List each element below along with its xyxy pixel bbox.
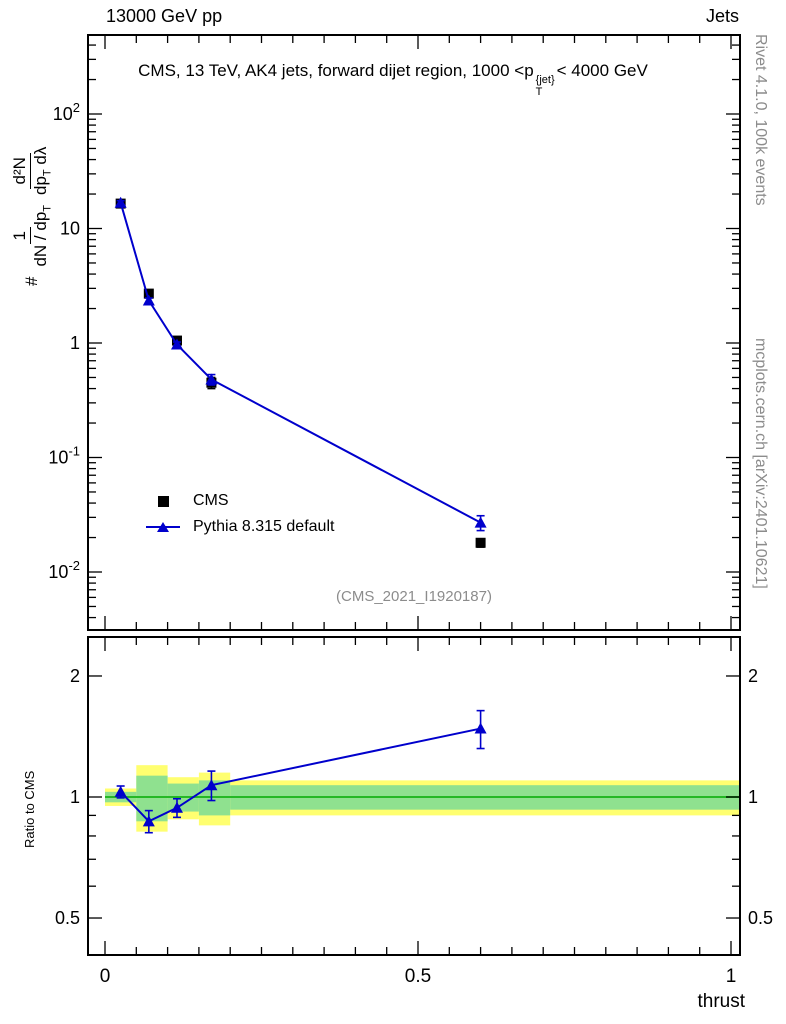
main-ytick-label: 102 <box>53 100 80 124</box>
main-ytick-label: 1 <box>70 333 80 353</box>
rivet-version-note: Rivet 4.1.0, 100k events <box>752 34 769 206</box>
ratio-axis-label: Ratio to CMS <box>22 770 37 848</box>
pythia-8-315-default-marker <box>170 801 183 813</box>
ratio-ytick-label: 2 <box>748 666 758 686</box>
pythia-8-315-default-marker <box>114 785 127 797</box>
pythia-8-315-default-marker <box>205 779 218 791</box>
main-ytick-label: 10 <box>60 219 80 239</box>
y-axis-fraction-1: 1 dN / dpT <box>10 204 53 267</box>
cms-square-marker-icon <box>157 495 169 507</box>
pt-jet-symbol: {jet} T <box>535 74 555 98</box>
ratio-ytick-label: 1 <box>748 787 758 807</box>
legend-item-pythia: Pythia 8.315 default <box>146 518 335 535</box>
cms-marker <box>143 288 154 299</box>
ratio-frame <box>87 636 741 956</box>
pythia-8-315-default-marker <box>170 338 183 350</box>
pythia-8-315-default-marker <box>142 294 155 306</box>
ratio-ytick-label: 2 <box>70 666 80 686</box>
pythia-8-315-default-marker <box>114 196 127 208</box>
xtick-label: 0.5 <box>405 966 431 987</box>
plot-title-end: < 4000 GeV <box>556 61 648 80</box>
pythia-triangle-marker-icon <box>157 522 169 532</box>
xtick-label: 0 <box>100 966 111 987</box>
legend-label-pythia: Pythia 8.315 default <box>193 518 335 535</box>
analysis-id-watermark: (CMS_2021_I1920187) <box>336 588 492 605</box>
main-ytick-label: 10-1 <box>48 444 80 468</box>
pythia-8-315-default-marker <box>142 815 155 827</box>
legend: CMS Pythia 8.315 default <box>146 492 335 535</box>
legend-label-cms: CMS <box>193 492 229 509</box>
pt-superscript: {jet} <box>535 74 555 86</box>
ratio-ytick-label: 0.5 <box>55 908 80 928</box>
y-axis-label: # 1 dN / dpT d²N dpT dλ <box>10 147 54 286</box>
pythia-8-315-default-marker <box>474 722 487 734</box>
pt-subscript: T <box>535 85 543 98</box>
x-axis-label: thrust <box>697 991 745 1012</box>
plot-title: CMS, 13 TeV, AK4 jets, forward dijet reg… <box>0 61 786 98</box>
cms-marker <box>475 537 486 548</box>
xtick-label: 1 <box>726 966 737 987</box>
pythia-8-315-default-line-main <box>119 202 482 524</box>
ratio-ytick-label: 1 <box>70 787 80 807</box>
y-axis-fraction-2: d²N dpT dλ <box>10 146 53 195</box>
ratio-ytick-label: 0.5 <box>748 908 773 928</box>
header-process-label: Jets <box>705 6 739 26</box>
plot-title-text: CMS, 13 TeV, AK4 jets, forward dijet reg… <box>138 61 534 80</box>
mcplots-arxiv-note: mcplots.cern.ch [arXiv:2401.10621] <box>752 338 769 589</box>
pythia-8-315-default-marker <box>205 373 218 385</box>
pythia-8-315-default-marker <box>474 516 487 528</box>
main-ytick-label: 10-2 <box>48 558 80 582</box>
header-beam-energy: 13000 GeV pp <box>106 6 223 26</box>
y-axis-label-prefix: # <box>21 276 41 286</box>
legend-item-cms: CMS <box>146 492 334 509</box>
main-frame <box>87 34 741 631</box>
